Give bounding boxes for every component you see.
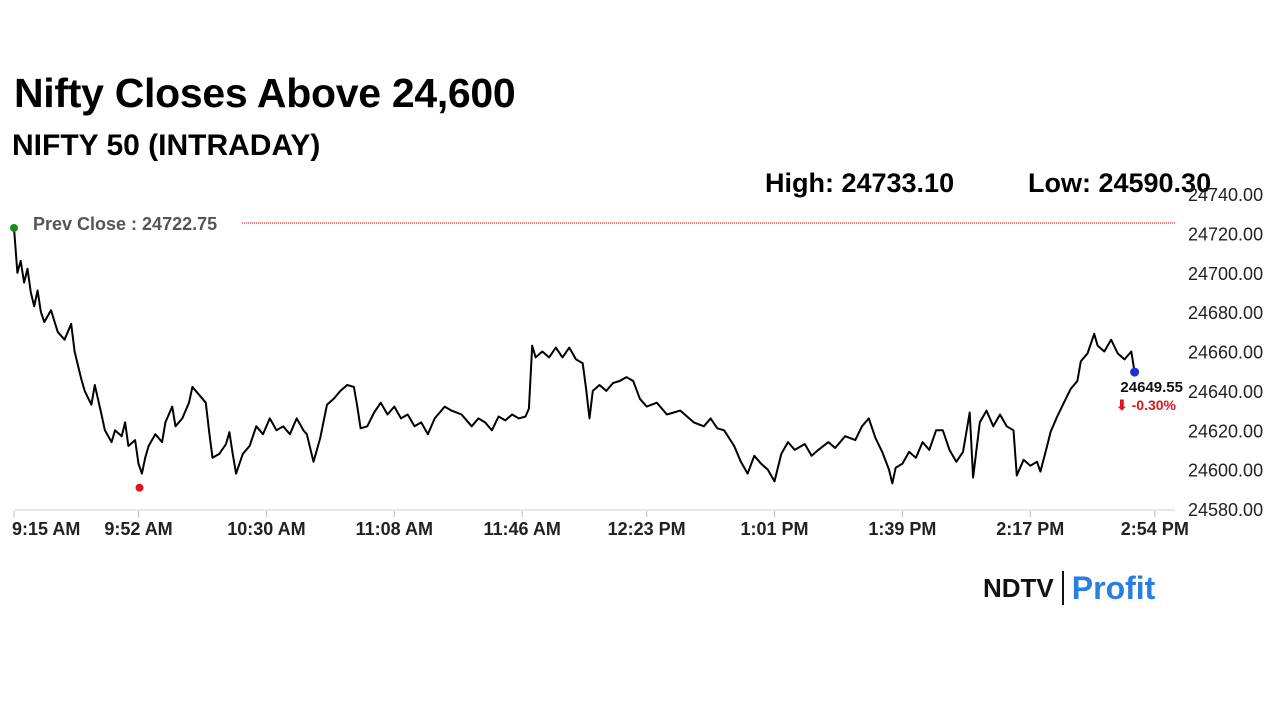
y-tick-label: 24640.00 bbox=[1188, 382, 1263, 402]
open-marker bbox=[10, 223, 18, 232]
x-tick-label: 2:54 PM bbox=[1121, 519, 1189, 539]
x-tick-label: 11:46 AM bbox=[483, 519, 560, 539]
last-price-label: 24649.55 bbox=[1120, 379, 1183, 396]
x-tick-label: 11:08 AM bbox=[356, 519, 433, 539]
nifty-price-line bbox=[13, 227, 1136, 485]
y-tick-label: 24580.00 bbox=[1188, 500, 1263, 520]
x-tick-label: 12:23 PM bbox=[608, 519, 686, 539]
y-tick-label: 24660.00 bbox=[1188, 343, 1263, 363]
logo-divider bbox=[1061, 571, 1064, 605]
y-tick-label: 24600.00 bbox=[1188, 461, 1263, 481]
y-tick-label: 24620.00 bbox=[1188, 421, 1263, 441]
x-tick-label: 10:30 AM bbox=[227, 519, 305, 539]
x-tick-label: 1:39 PM bbox=[868, 519, 936, 539]
last-price-marker bbox=[1130, 367, 1140, 377]
x-tick-label: 2:17 PM bbox=[996, 519, 1064, 539]
day-low-marker bbox=[135, 483, 144, 492]
ndtv-profit-logo: NDTV Profit bbox=[983, 570, 1155, 606]
y-tick-label: 24740.00 bbox=[1188, 185, 1263, 205]
headline: Nifty Closes Above 24,600 bbox=[14, 70, 516, 116]
y-tick-label: 24720.00 bbox=[1188, 224, 1263, 244]
x-tick-label: 9:15 AM bbox=[12, 519, 80, 539]
logo-ndtv-text: NDTV bbox=[983, 572, 1054, 603]
prev-close-label: Prev Close : 24722.75 bbox=[33, 214, 217, 234]
y-tick-label: 24680.00 bbox=[1188, 303, 1263, 323]
chart-subtitle: NIFTY 50 (INTRADAY) bbox=[12, 129, 321, 162]
day-low: Low: 24590.30 bbox=[1028, 168, 1212, 198]
day-high: High: 24733.10 bbox=[765, 168, 955, 198]
change-percent-label: ⬇ -0.30% bbox=[1116, 397, 1177, 413]
y-tick-label: 24700.00 bbox=[1188, 264, 1263, 284]
x-tick-label: 9:52 AM bbox=[104, 519, 172, 539]
logo-profit-text: Profit bbox=[1071, 569, 1156, 606]
x-tick-label: 1:01 PM bbox=[741, 519, 809, 539]
